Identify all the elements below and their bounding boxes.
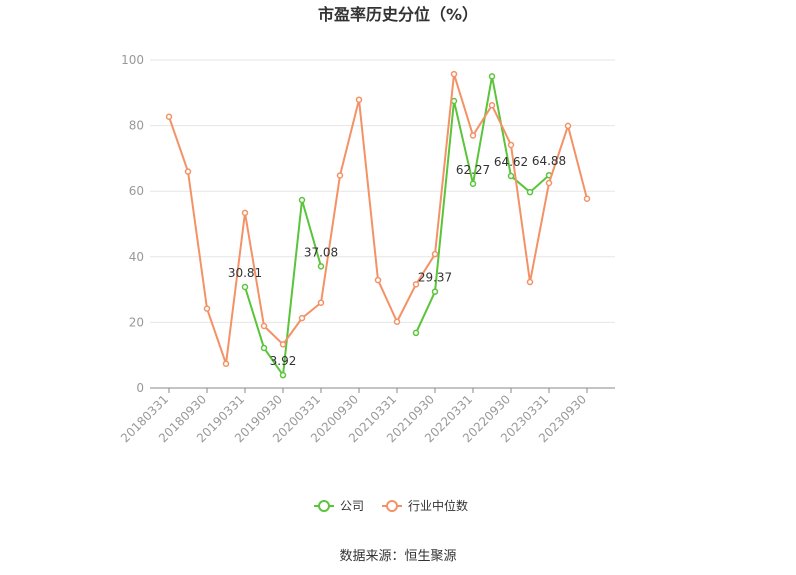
y-tick-label: 40 (129, 250, 144, 264)
series-point-1 (412, 281, 420, 288)
series-point-1 (203, 305, 211, 312)
series-line-0 (244, 199, 322, 377)
series-point-1 (526, 278, 534, 286)
legend-marker-0 (318, 500, 330, 512)
series-point-1 (241, 209, 249, 217)
series-point-0 (260, 344, 268, 352)
series-point-1 (564, 122, 572, 130)
gridlines (150, 59, 615, 323)
series-point-0 (488, 73, 496, 80)
series-point-0 (241, 283, 249, 291)
series-point-1 (222, 360, 230, 367)
series-point-1 (336, 172, 344, 179)
y-tick-label: 20 (129, 315, 144, 329)
series-point-0 (469, 180, 477, 188)
series-point-0 (317, 263, 325, 270)
legend-label-0: 公司 (340, 499, 364, 513)
data-labels: 30.81 3.92 37.08 29.37 62.27 64.62 64.88 (228, 154, 566, 368)
series-point-0 (507, 172, 515, 180)
y-tick-label: 80 (129, 119, 144, 133)
series-point-1 (317, 299, 325, 306)
series-point-1 (165, 113, 173, 120)
series-line-1 (168, 73, 588, 365)
series-point-1 (450, 70, 458, 78)
data-label: 29.37 (418, 271, 452, 285)
legend-marker-1 (386, 500, 398, 512)
series-point-0 (412, 329, 420, 337)
legend[interactable]: 公司 行业中位数 (314, 498, 468, 513)
series-point-1 (260, 322, 268, 330)
series-point-1 (469, 132, 477, 139)
series-point-1 (583, 195, 591, 202)
series-point-1 (279, 341, 287, 348)
series-point-1 (488, 102, 496, 109)
series-point-1 (298, 314, 306, 322)
data-label: 3.92 (270, 354, 297, 368)
y-tick-label: 60 (129, 184, 144, 198)
series-point-1 (374, 276, 382, 284)
series-line-0 (415, 75, 550, 334)
series-point-1 (355, 96, 363, 103)
series-point-0 (298, 196, 306, 204)
data-label: 37.08 (304, 245, 338, 259)
source-note: 数据来源：恒生聚源 (339, 549, 456, 564)
series-layer (165, 70, 591, 379)
series-point-1 (507, 141, 515, 149)
chart-title: 市盈率历史分位（%） (318, 5, 478, 24)
series-point-1 (431, 250, 439, 258)
y-axis-ticks: 0 20 40 60 80 100 (121, 53, 144, 395)
data-label: 62.27 (456, 163, 490, 177)
data-label: 64.88 (532, 154, 566, 168)
series-point-0 (279, 371, 287, 379)
data-label: 30.81 (228, 266, 262, 280)
series-point-0 (526, 188, 534, 196)
y-tick-label: 0 (136, 381, 144, 395)
series-point-1 (545, 179, 553, 187)
legend-label-1: 行业中位数 (408, 498, 468, 513)
x-axis: 2018033120180930201903312019093020200331… (118, 387, 615, 445)
y-tick-label: 100 (121, 53, 144, 67)
series-point-1 (393, 318, 401, 325)
data-label: 64.62 (494, 155, 528, 169)
series-point-1 (184, 168, 192, 175)
series-point-0 (431, 288, 439, 295)
